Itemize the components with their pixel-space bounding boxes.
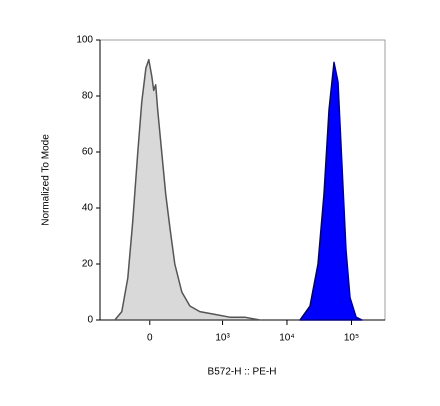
y-tick-label: 0 (87, 315, 93, 326)
x-tick-label: 10³ (215, 333, 230, 344)
x-axis-label: B572-H :: PE-H (208, 367, 277, 378)
y-tick-label: 40 (82, 203, 94, 214)
y-tick-label: 80 (82, 91, 94, 102)
y-tick-label: 20 (82, 259, 94, 270)
y-tick-label: 60 (82, 147, 94, 158)
y-axis-label: Normalized To Mode (41, 134, 52, 226)
histogram-area (114, 58, 261, 321)
x-tick-label: 0 (147, 333, 153, 344)
x-tick-label: 10⁵ (344, 333, 359, 344)
histogram-area (299, 61, 363, 321)
y-tick-label: 100 (76, 35, 93, 46)
x-tick-label: 10⁴ (279, 333, 294, 344)
